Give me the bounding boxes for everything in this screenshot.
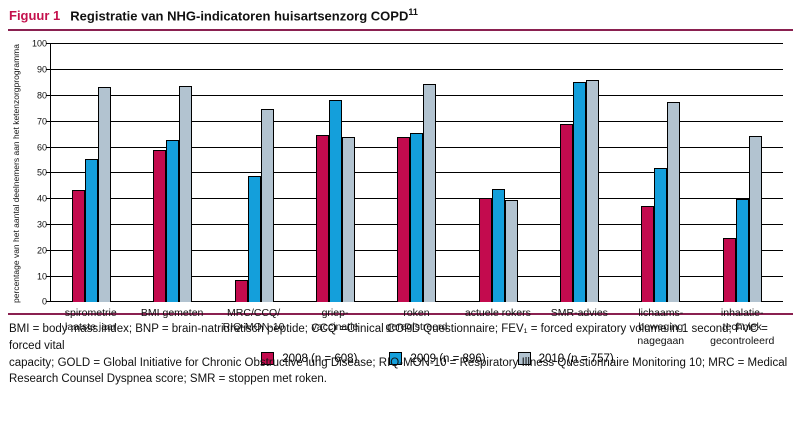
legend-item-1: 2009 (n = 896) [389,352,486,366]
footnote-line-1: BMI = body mass index; BNP = brain-natri… [9,323,768,352]
bar-2010-category-0 [98,86,112,303]
category-label-5: actuele rokers [464,307,531,320]
bar-2009-category-7 [654,168,668,303]
footnote-line-3: Research Counsel Dyspnea score; SMR = st… [9,373,328,386]
figure-title: Registratie van NHG-indicatoren huisarts… [70,7,418,23]
bar-2009-category-2 [247,175,261,303]
y-axis-title-container: percentage van het aantal deelnemers aan… [8,43,24,303]
y-tick-label-0: 0 [41,296,47,307]
bar-chart: percentage van het aantal deelnemers aan… [8,39,793,366]
bar-2009-category-1 [166,139,180,303]
x-axis-labels: spirometrie laatste jaar BMI gemeten MRC/C… [50,302,783,348]
bar-group-0 [51,44,132,303]
bar-2010-category-8 [748,135,762,303]
y-tick-label-80: 80 [36,90,47,101]
bar-2008-category-6 [560,124,574,303]
bar-group-8 [702,44,783,303]
bottom-rule [8,313,793,316]
bar-2009-category-5 [491,188,505,303]
plot-wrapper: spirometrie laatste jaar BMI gemeten MRC/C… [46,43,783,366]
y-tick-label-40: 40 [36,193,47,204]
legend-label-0: 2008 (n = 608) [282,352,358,365]
bar-2010-category-4 [423,84,437,303]
figure-title-superscript: 11 [408,7,418,17]
bar-2008-category-4 [397,137,411,303]
bar-group-4 [376,44,457,303]
legend-item-2: 2010 (n = 757) [517,352,614,366]
bar-group-1 [132,44,213,303]
plot-area [46,43,783,303]
bar-2010-category-1 [179,85,193,303]
y-tick-label-20: 20 [36,245,47,256]
y-tick-label-60: 60 [36,142,47,153]
gridline-100 [46,43,783,45]
y-axis-title: percentage van het aantal deelnemers aan… [11,43,21,303]
y-tick-label-50: 50 [36,167,47,178]
category-label-6: SMR-advies [550,307,608,320]
bar-2010-category-6 [586,80,600,303]
bar-2010-category-5 [504,200,518,303]
category-label-0: spirometrie laatste jaar [64,307,117,333]
bar-2008-category-1 [153,150,167,303]
bar-2008-category-8 [722,237,736,303]
y-tick-label-100: 100 [31,38,47,49]
y-tick-label-10: 10 [36,271,47,282]
bar-group-7 [620,44,701,303]
y-tick-label-90: 90 [36,64,47,75]
gridline-70 [46,120,783,122]
footnote-line-2: capacity; GOLD = Global Initiative for C… [9,356,788,369]
bar-2008-category-5 [478,197,492,303]
top-rule [8,29,793,32]
y-tick-label-70: 70 [36,116,47,127]
figure-number-label: Figuur 1 [9,8,61,24]
figure-header: Figuur 1 Registratie van NHG-indicatoren… [8,7,793,23]
bar-2008-category-0 [72,190,86,303]
bar-2010-category-2 [260,108,274,303]
legend-swatch-2 [517,352,531,366]
bar-2010-category-7 [667,102,681,303]
bar-group-2 [214,44,295,303]
bar-2008-category-7 [641,205,655,303]
figure-title-text: Registratie van NHG-indicatoren huisarts… [70,8,409,24]
bar-2008-category-2 [234,280,248,303]
bar-2010-category-3 [342,137,356,303]
legend-label-2: 2010 (n = 757) [538,352,614,365]
category-label-3: griep- vaccinatie [311,307,359,333]
bar-group-5 [458,44,539,303]
bar-2009-category-0 [85,159,99,303]
category-label-7: lichaams- beweging nagegaan [637,307,685,347]
bar-2008-category-3 [316,134,330,303]
y-axis-ticks: 0 10 20 30 40 50 60 70 80 90 100 [24,39,50,306]
bar-2009-category-6 [573,81,587,303]
gridline-90 [46,69,783,71]
gridline-80 [46,94,783,96]
category-label-2: MRC/CCQ/ RIQ-MON-10 [222,307,285,333]
footnote: BMI = body mass index; BNP = brain-natri… [8,315,793,388]
legend: 2008 (n = 608) 2009 (n = 896) 2010 (n = 75… [92,352,783,366]
bar-2009-category-3 [329,99,343,303]
category-label-4: roken geregistreerd [385,307,448,333]
legend-swatch-1 [389,352,403,366]
bar-2009-category-8 [735,199,749,303]
legend-swatch-0 [261,352,275,366]
bar-group-6 [539,44,620,303]
legend-item-0: 2008 (n = 608) [261,352,358,366]
category-label-1: BMI gemeten [140,307,204,320]
category-label-8: inhalatie- techniek gecontroleerd [710,307,775,347]
legend-label-1: 2009 (n = 896) [410,352,486,365]
y-tick-label-30: 30 [36,219,47,230]
bar-2009-category-4 [410,133,424,303]
bar-group-3 [295,44,376,303]
